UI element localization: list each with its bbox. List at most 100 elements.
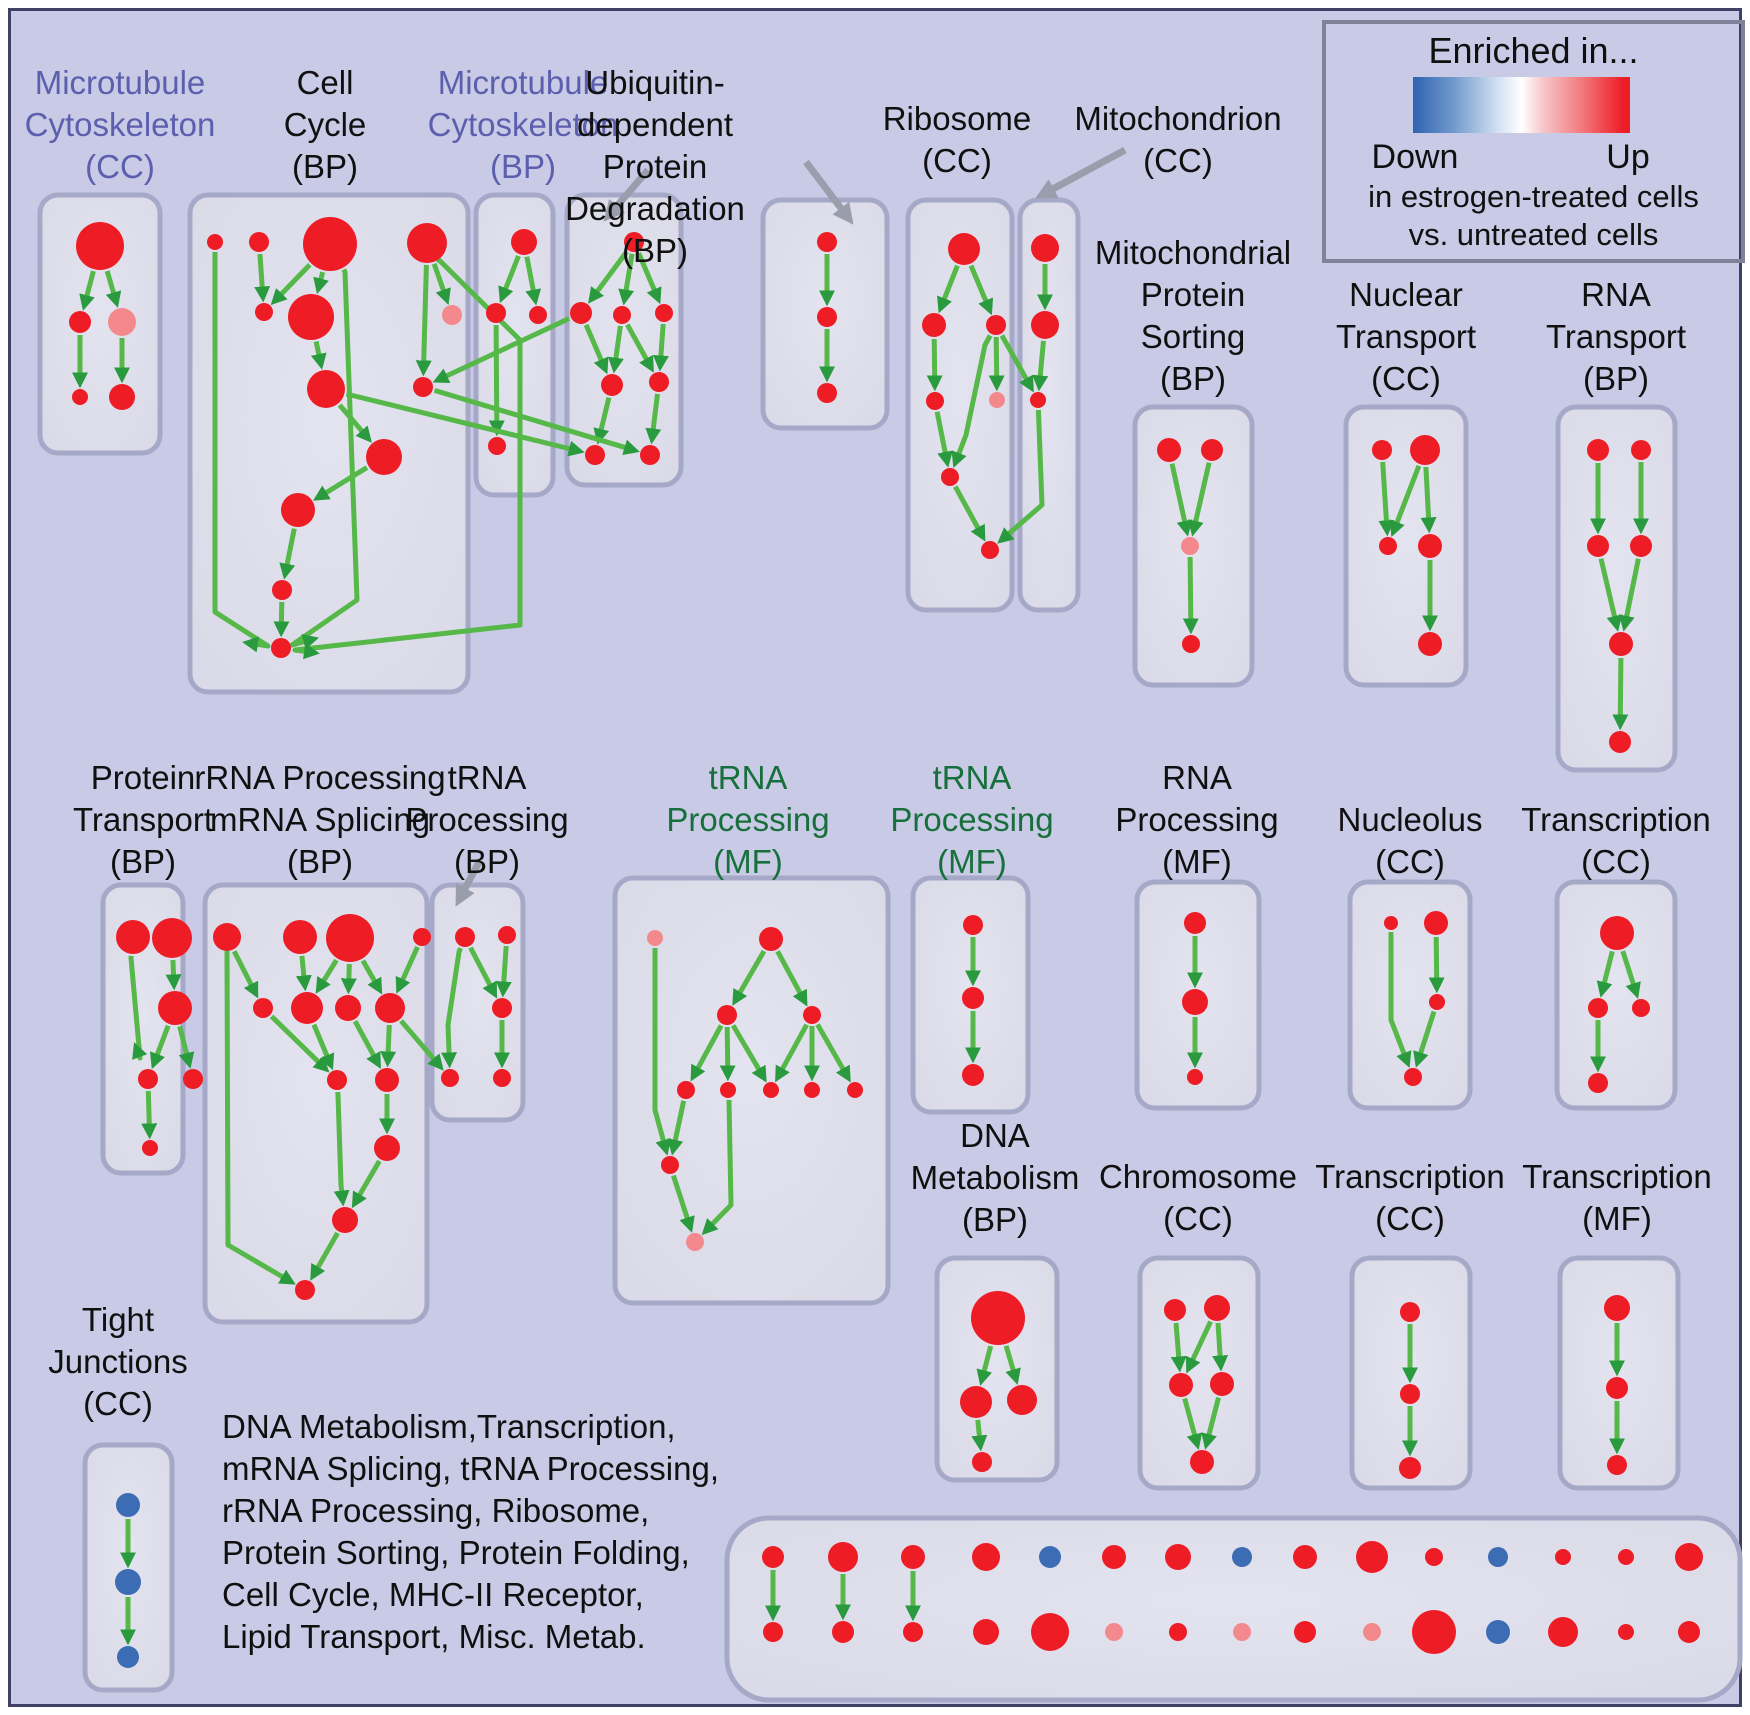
- edge-mps: [1187, 462, 1212, 537]
- node-longbox-lt8: [1232, 1547, 1252, 1567]
- node-mtbp-b4: [488, 437, 506, 455]
- node-cellcycle-c5: [255, 303, 273, 321]
- cluster-label-trna-processing-mf-1: tRNA Processing (MF): [666, 759, 830, 880]
- edge-trnamf: [775, 950, 808, 1007]
- node-ubiqB-ub2: [817, 307, 837, 327]
- node-tight-t1: [116, 1493, 140, 1517]
- cluster-label-cell-cycle: Cell Cycle (BP): [283, 64, 367, 185]
- node-cellcycle-c11: [281, 493, 315, 527]
- cluster-label-microtubule-cc: Microtubule Cytoskeleton (CC): [24, 64, 216, 185]
- edge-ubiqA: [652, 323, 669, 372]
- cross-edge: [345, 391, 585, 457]
- node-ubiqB-ub1: [817, 232, 837, 252]
- edge-chromosome: [1212, 1322, 1229, 1372]
- node-rnat-rt3: [1587, 535, 1609, 557]
- node-chromosome-e4: [1210, 1372, 1234, 1396]
- edge-trnamf: [701, 1099, 734, 1236]
- edge-nucleolus: [1428, 936, 1445, 994]
- node-cellcycle-c9: [413, 377, 433, 397]
- cluster-box-dnametab: [934, 1255, 1060, 1483]
- node-nucleolus-x2: [1424, 911, 1448, 935]
- annotation-arrow: [803, 159, 854, 225]
- node-longbox-lb14: [1618, 1624, 1634, 1640]
- edge-rrna: [224, 949, 296, 1285]
- edge-ubiqA: [636, 252, 662, 305]
- cluster-label-transcription-mf: Transcription (MF): [1522, 1158, 1712, 1237]
- edge-trnamf: [671, 1174, 695, 1233]
- node-rnaproc-w3: [1187, 1069, 1203, 1085]
- edge-ubiqA: [645, 393, 662, 445]
- node-cellcycle-c10: [366, 439, 402, 475]
- edge-nuclear: [1420, 466, 1437, 534]
- edge-trnamf: [730, 1024, 767, 1083]
- edge-proteint: [149, 1024, 171, 1070]
- cluster-box-longbox: [724, 1515, 1743, 1703]
- node-rnat-rt5: [1609, 632, 1633, 656]
- node-ribosome-r7: [981, 541, 999, 559]
- edge-mtcc: [79, 270, 96, 311]
- legend-gradient-bar: [1413, 77, 1630, 133]
- node-ribosome-r6: [941, 468, 959, 486]
- edge-trnamf: [775, 1023, 809, 1083]
- node-rrna-g: [213, 923, 241, 951]
- node-trnamf-u5: [677, 1081, 695, 1099]
- edge-nuclear: [1378, 461, 1395, 537]
- cluster-box-rrna: [202, 882, 430, 1325]
- edge-rrna: [360, 959, 383, 995]
- node-nucleolus-x4: [1404, 1068, 1422, 1086]
- node-rrna-o: [327, 1070, 347, 1090]
- node-longbox-lb7: [1169, 1623, 1187, 1641]
- node-longbox-lt13: [1555, 1549, 1571, 1565]
- node-cellcycle-c4: [407, 223, 447, 263]
- edge-transcc: [1596, 950, 1615, 998]
- node-tight-t3: [117, 1646, 139, 1668]
- edge-cellcycle: [312, 465, 369, 501]
- node-longbox-lt9: [1293, 1545, 1317, 1569]
- node-transcc2-f2: [1400, 1384, 1420, 1404]
- cluster-label-trna-processing-bp: tRNA Processing (BP): [405, 759, 569, 880]
- node-ubiqA-ua7: [585, 445, 605, 465]
- node-ubiqA-ua2: [570, 302, 592, 324]
- node-transcc2-f3: [1399, 1457, 1421, 1479]
- node-longbox-lb1: [763, 1622, 783, 1642]
- node-ribosome-r1: [948, 233, 980, 265]
- node-ribosome-r2: [922, 313, 946, 337]
- edge-trnamf: [652, 948, 671, 1156]
- node-ubiqA-ua5: [601, 374, 623, 396]
- node-rrna-j: [413, 928, 431, 946]
- node-dnametab-d2: [960, 1386, 992, 1418]
- node-longbox-lt6: [1102, 1545, 1126, 1569]
- edge-rrna: [351, 1159, 382, 1209]
- edge-chromosome: [1182, 1397, 1203, 1450]
- node-transcc-y2: [1588, 998, 1608, 1018]
- edge-rnat: [1598, 558, 1623, 632]
- node-transcc-y3: [1632, 999, 1650, 1017]
- node-cellcycle-c1: [207, 234, 223, 250]
- node-nuclear-nt5: [1418, 632, 1442, 656]
- node-nucleolus-x1: [1384, 916, 1398, 930]
- node-mtbp-b2: [486, 303, 506, 323]
- node-cellcycle-c13: [271, 638, 291, 658]
- cluster-label-microtubule-bp: Microtubule Cytoskeleton (BP): [427, 64, 619, 185]
- node-longbox-lt3: [901, 1545, 925, 1569]
- edge-trnabp: [495, 945, 512, 998]
- node-mps-p3: [1181, 537, 1199, 555]
- node-longbox-lt15: [1675, 1543, 1703, 1571]
- cluster-label-mito-protein-sorting: Mitochondrial Protein Sorting (BP): [1094, 234, 1292, 397]
- node-longbox-lt4: [972, 1543, 1000, 1571]
- node-trnamf-u9: [847, 1082, 863, 1098]
- node-cellcycle-c8: [307, 370, 345, 408]
- node-longbox-lb15: [1678, 1621, 1700, 1643]
- edge-cellcycle: [254, 253, 271, 303]
- node-rrna-s: [295, 1280, 315, 1300]
- edge-dnametab: [971, 1419, 988, 1452]
- node-longbox-lb6: [1105, 1623, 1123, 1641]
- legend-up-label: Up: [1606, 138, 1650, 176]
- cluster-label-protein-transport: Protein Transport (BP): [73, 759, 213, 880]
- edge-ribosome: [937, 264, 960, 314]
- node-trnamf2-v1: [963, 915, 983, 935]
- edge-ribosome: [926, 338, 943, 392]
- node-nuclear-nt4: [1418, 534, 1442, 558]
- node-ubiqB-ub3: [817, 383, 837, 403]
- node-nuclear-nt3: [1379, 537, 1397, 555]
